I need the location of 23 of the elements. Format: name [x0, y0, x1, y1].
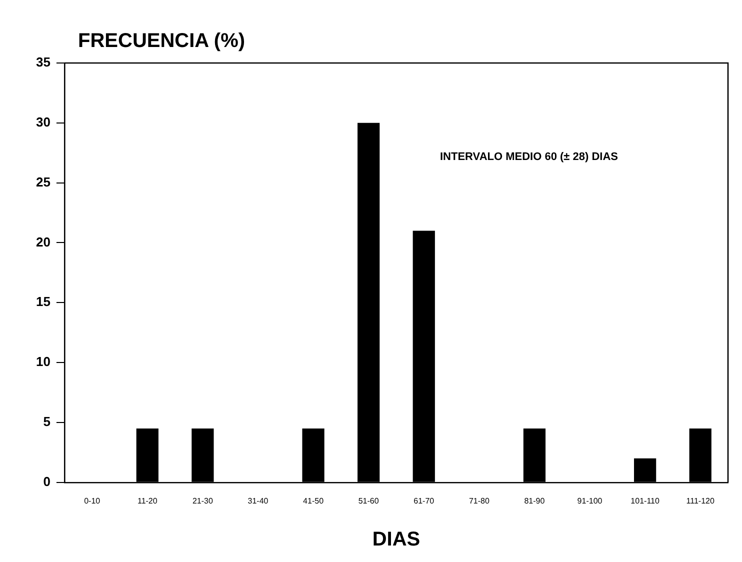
- y-tick-label: 20: [36, 234, 50, 250]
- y-tick-label: 15: [36, 294, 50, 310]
- x-tick-label: 41-50: [303, 496, 324, 506]
- y-tick-label: 30: [36, 114, 50, 130]
- x-tick-label: 81-90: [524, 496, 546, 506]
- x-tick-label: 21-30: [192, 496, 214, 506]
- x-axis-title: DIAS: [372, 528, 420, 551]
- x-tick-label: 61-70: [414, 496, 435, 506]
- y-tick-label: 25: [36, 174, 50, 190]
- x-tick-label: 31-40: [248, 496, 269, 506]
- x-tick-label: 91-100: [577, 496, 603, 506]
- y-tick-label: 10: [36, 354, 50, 370]
- x-tick-label: 111-120: [686, 496, 715, 506]
- chart-title: FRECUENCIA (%): [78, 30, 246, 53]
- x-tick-label: 51-60: [358, 496, 380, 506]
- x-tick-label: 71-80: [468, 496, 490, 506]
- x-tick-label: 0-10: [84, 496, 101, 506]
- y-tick-label: 35: [36, 54, 50, 70]
- x-tick-label: 11-20: [137, 496, 158, 506]
- x-tick-label: 101-110: [630, 496, 660, 506]
- annotation: INTERVALO MEDIO 60 (± 28) DIAS: [440, 151, 618, 163]
- y-tick-label: 0: [43, 474, 50, 489]
- y-tick-label: 5: [43, 414, 50, 430]
